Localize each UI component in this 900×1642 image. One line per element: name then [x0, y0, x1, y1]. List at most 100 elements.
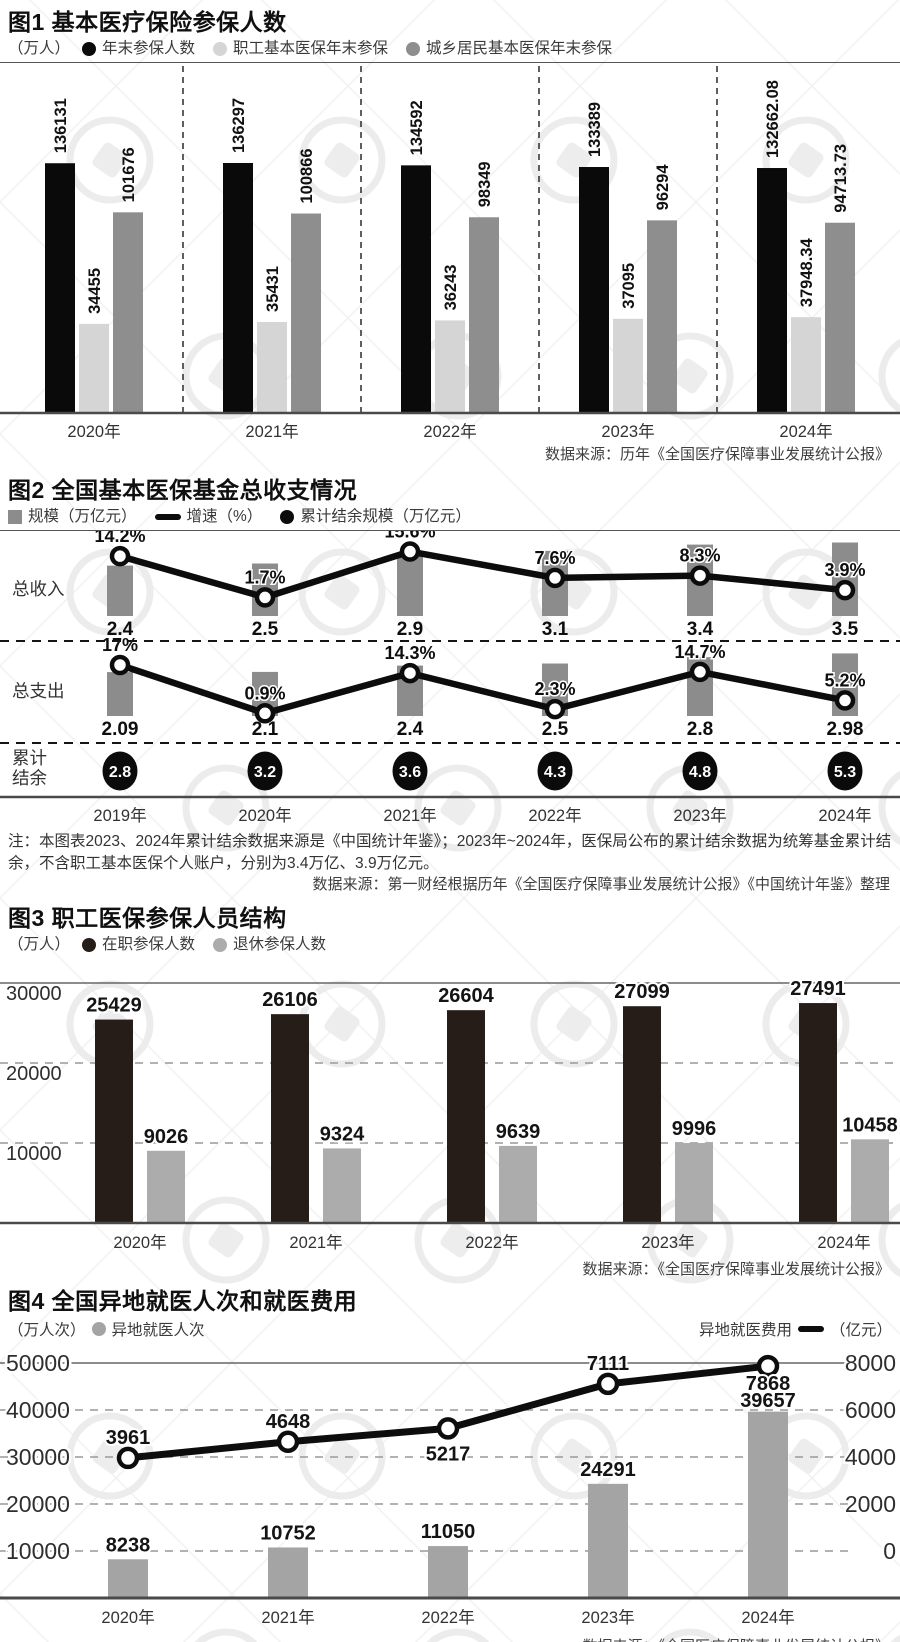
bar [45, 163, 75, 413]
bar [447, 1010, 485, 1223]
chart2-legend: 规模（万亿元） 增速（%） 累计结余规模（万亿元） [8, 507, 892, 527]
legend-label: 年末参保人数 [102, 40, 196, 57]
growth-pct-label: 7.6% [534, 548, 575, 568]
balance-circle [392, 751, 428, 791]
watermark-logo-icon [182, 764, 270, 852]
chart2-section: 图2 全国基本医保基金总收支情况 规模（万亿元） 增速（%） 累计结余规模（万亿… [0, 476, 900, 894]
line-marker [544, 698, 566, 720]
bar [579, 167, 609, 413]
bar-value-label: 24291 [580, 1459, 636, 1481]
left-axis-tick: 10000 [6, 1538, 70, 1564]
line-marker [399, 541, 421, 562]
growth-pct-label: 0.9% [244, 683, 285, 703]
balance-value-label: 3.2 [254, 764, 276, 781]
growth-pct-label: 14.7% [674, 642, 725, 662]
chart4-unit-label: （万人次） [8, 1322, 86, 1339]
gray-dot-icon [213, 938, 228, 952]
chart4-title: 图4 全国异地就医人次和就医费用 [8, 1288, 358, 1314]
growth-pct-label: 14.3% [384, 643, 435, 663]
growth-pct-label: 5.2% [824, 670, 865, 690]
chart2-source: 数据来源：第一财经根据历年《全国医疗保障事业发展统计公报》《中国统计年鉴》整理 [312, 876, 890, 893]
row-label: 结余 [12, 768, 47, 788]
y-axis-tick: 30000 [6, 983, 62, 1005]
bar [825, 222, 855, 413]
watermark-logo-diamond [440, 790, 476, 826]
chart3-unit-label: （万人） [8, 936, 71, 953]
year-label: 2024年 [779, 422, 832, 441]
bar [401, 165, 431, 413]
bar [435, 320, 465, 413]
bar [832, 542, 858, 616]
watermark-diagonal-line [0, 0, 436, 436]
chart3-plot: 30000 20000 10000 25429 26106 26604 27099 27491… [0, 976, 900, 1252]
legend-label: 职工基本医保年末参保 [233, 40, 389, 57]
growth-pct-label: 2.3% [534, 679, 575, 699]
line-marker [254, 587, 276, 608]
chart1-legend-item-total: 年末参保人数 [82, 39, 195, 59]
bar-value-label: 94713.73 [832, 144, 850, 213]
watermark-logo-diamond [208, 790, 244, 826]
year-label: 2021年 [261, 1608, 314, 1627]
year-label: 2024年 [741, 1608, 794, 1627]
chart1-legend: （万人） 年末参保人数 职工基本医保年末参保 城乡居民基本医保年末参保 [8, 39, 892, 59]
bar [113, 212, 143, 413]
watermark-logo-icon [298, 548, 386, 636]
watermark-logo-diamond [324, 1438, 360, 1474]
chart4-legend-item-cost: 异地就医费用 （亿元） [699, 1318, 892, 1340]
bar-value-label: 3.1 [542, 619, 569, 640]
bar-value-label: 37095 [620, 263, 638, 309]
bar-value-label: 132662.08 [764, 80, 782, 158]
watermark-diagonal-line [414, 1156, 900, 1642]
legend-divider [0, 62, 900, 63]
bar [323, 1148, 361, 1223]
line-value-label: 3961 [106, 1427, 151, 1449]
year-label: 2023年 [601, 422, 654, 441]
bar [79, 323, 109, 413]
watermark-logo-icon [658, 1628, 722, 1642]
bar-value-label: 2.1 [252, 719, 279, 740]
bar [588, 1483, 628, 1598]
bar-value-label: 2.9 [397, 619, 423, 640]
watermark-logo-icon [878, 770, 900, 846]
bar-value-label: 10458 [842, 1114, 898, 1136]
chart1-legend-item-resident: 城乡居民基本医保年末参保 [406, 39, 612, 59]
growth-line [119, 548, 846, 601]
left-axis-tick: 40000 [6, 1397, 70, 1423]
chart3-legend: （万人） 在职参保人数 退休参保人数 [8, 935, 892, 955]
chart3-section: 图3 职工医保参保人员结构 （万人） 在职参保人数 退休参保人数 30000 20… [0, 904, 900, 1279]
bar-value-label: 2.4 [107, 619, 134, 640]
bar [613, 318, 643, 413]
year-label: 2023年 [673, 806, 726, 825]
bar [851, 1139, 889, 1223]
bar-value-label: 25429 [86, 995, 142, 1017]
lightgray-dot-icon [213, 42, 228, 56]
growth-pct-label: 3.9% [824, 560, 865, 580]
left-axis-tick: 30000 [6, 1444, 70, 1470]
line-marker [689, 565, 711, 586]
row-label: 总支出 [12, 681, 65, 701]
watermark-logo-diamond [556, 1438, 592, 1474]
line-marker [399, 662, 421, 684]
line-value-label: 5217 [426, 1443, 471, 1465]
bar-value-label: 2.4 [397, 719, 424, 740]
y-axis-tick: 10000 [6, 1143, 62, 1165]
bar [271, 1014, 309, 1223]
bar [95, 1019, 133, 1223]
bar [147, 1150, 185, 1223]
row-label: 总收入 [12, 579, 65, 599]
year-label: 2020年 [101, 1608, 154, 1627]
year-label: 2019年 [93, 806, 146, 825]
year-label: 2023年 [641, 1233, 694, 1252]
right-axis-tick: 2000 [845, 1491, 896, 1517]
watermark-logo-diamond [92, 1438, 128, 1474]
balance-circle [537, 751, 573, 791]
bar [748, 1411, 788, 1598]
watermark-logo-diamond [324, 142, 360, 178]
bar-value-label: 36243 [442, 265, 460, 311]
y-axis-tick: 20000 [6, 1063, 62, 1085]
watermark-logo-diamond [788, 1438, 824, 1474]
chart1-title: 图1 基本医疗保险参保人数 [8, 9, 287, 35]
watermark-logo-icon [298, 116, 386, 204]
bar-value-label: 136297 [230, 98, 248, 153]
